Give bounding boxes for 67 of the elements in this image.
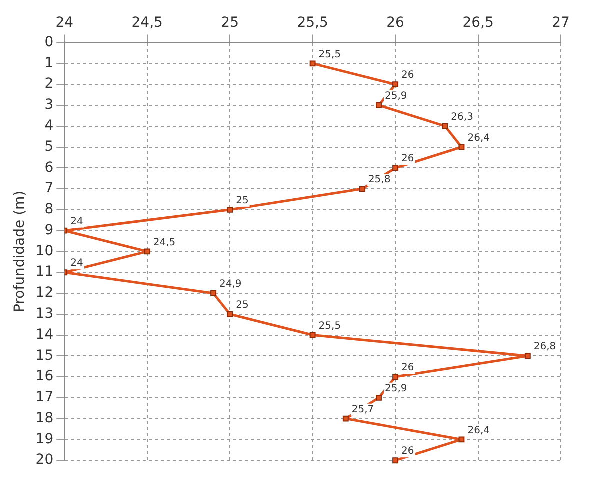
y-tick-label: 14 [36, 326, 54, 343]
y-tick-label: 20 [36, 452, 54, 468]
point [310, 60, 316, 67]
x-tick-label: 24 [56, 15, 74, 32]
y-tick-label: 3 [44, 97, 54, 114]
point [392, 165, 399, 172]
y-tick-label: 2 [44, 76, 54, 92]
y-tick-label: 7 [44, 180, 54, 197]
point [359, 186, 366, 192]
data-label: 25,5 [318, 320, 342, 332]
y-tick-label: 9 [44, 222, 54, 238]
point [310, 332, 316, 338]
x-tick-label: 25,5 [297, 15, 328, 32]
y-tick-label: 18 [36, 410, 54, 426]
data-label: 26 [402, 446, 414, 458]
data-label: 25,9 [384, 91, 408, 102]
y-tick-label: 6 [44, 160, 54, 176]
point [376, 394, 382, 401]
point [524, 353, 531, 360]
data-label: 25,9 [384, 384, 408, 395]
point [392, 458, 399, 464]
data-label: 25 [236, 300, 249, 311]
data-label: 26 [402, 70, 414, 82]
point [227, 206, 234, 213]
y-tick-label: 1 [44, 55, 54, 72]
data-label: 25,8 [368, 174, 391, 186]
data-label: 24,9 [220, 279, 242, 290]
data-label: 26 [402, 154, 414, 165]
x-tick-label: 27 [552, 15, 570, 32]
point [144, 248, 150, 255]
y-tick-label: 4 [44, 118, 54, 134]
data-label: 26,3 [451, 112, 474, 123]
y-tick-label: 11 [36, 264, 54, 280]
point [227, 311, 234, 318]
data-label: 26,4 [468, 132, 490, 144]
y-tick-label: 12 [36, 285, 54, 302]
data-label: 25 [236, 196, 249, 207]
point [392, 82, 399, 88]
x-tick-label: 26,5 [462, 15, 494, 32]
y-tick-label: 16 [36, 368, 54, 385]
data-label: 26 [402, 362, 414, 374]
data-label: 24 [70, 258, 84, 270]
y-axis-title: Profundidade (m) [12, 190, 28, 313]
y-tick-label: 15 [36, 348, 54, 364]
data-label: 24,5 [153, 237, 176, 248]
data-label: 25,7 [352, 404, 374, 416]
y-tick-label: 10 [36, 243, 54, 260]
y-tick-label: 13 [36, 306, 54, 322]
data-label: 26,4 [468, 425, 490, 436]
y-tick-label: 19 [36, 431, 54, 448]
point [442, 123, 448, 130]
y-tick-label: 5 [44, 138, 54, 155]
point [342, 416, 349, 422]
point [210, 290, 217, 296]
y-tick-label: 8 [44, 202, 54, 218]
y-tick-label: 17 [36, 390, 54, 406]
x-tick-label: 24,5 [132, 15, 163, 32]
x-tick-label: 25 [221, 15, 239, 32]
data-label: 26,8 [534, 342, 556, 353]
point [392, 374, 399, 380]
x-tick-label: 26 [386, 15, 405, 32]
data-label: 24 [70, 216, 84, 228]
y-tick-label: 0 [44, 34, 54, 50]
point [376, 102, 382, 108]
point [458, 144, 465, 150]
data-label: 25,5 [318, 49, 342, 60]
point [458, 436, 465, 443]
